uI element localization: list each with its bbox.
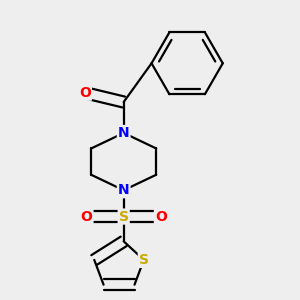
Text: O: O xyxy=(79,86,91,100)
Text: N: N xyxy=(118,126,130,140)
Text: S: S xyxy=(139,253,149,267)
Text: S: S xyxy=(119,210,129,224)
Text: O: O xyxy=(81,210,92,224)
Text: O: O xyxy=(155,210,167,224)
Text: N: N xyxy=(118,183,130,197)
